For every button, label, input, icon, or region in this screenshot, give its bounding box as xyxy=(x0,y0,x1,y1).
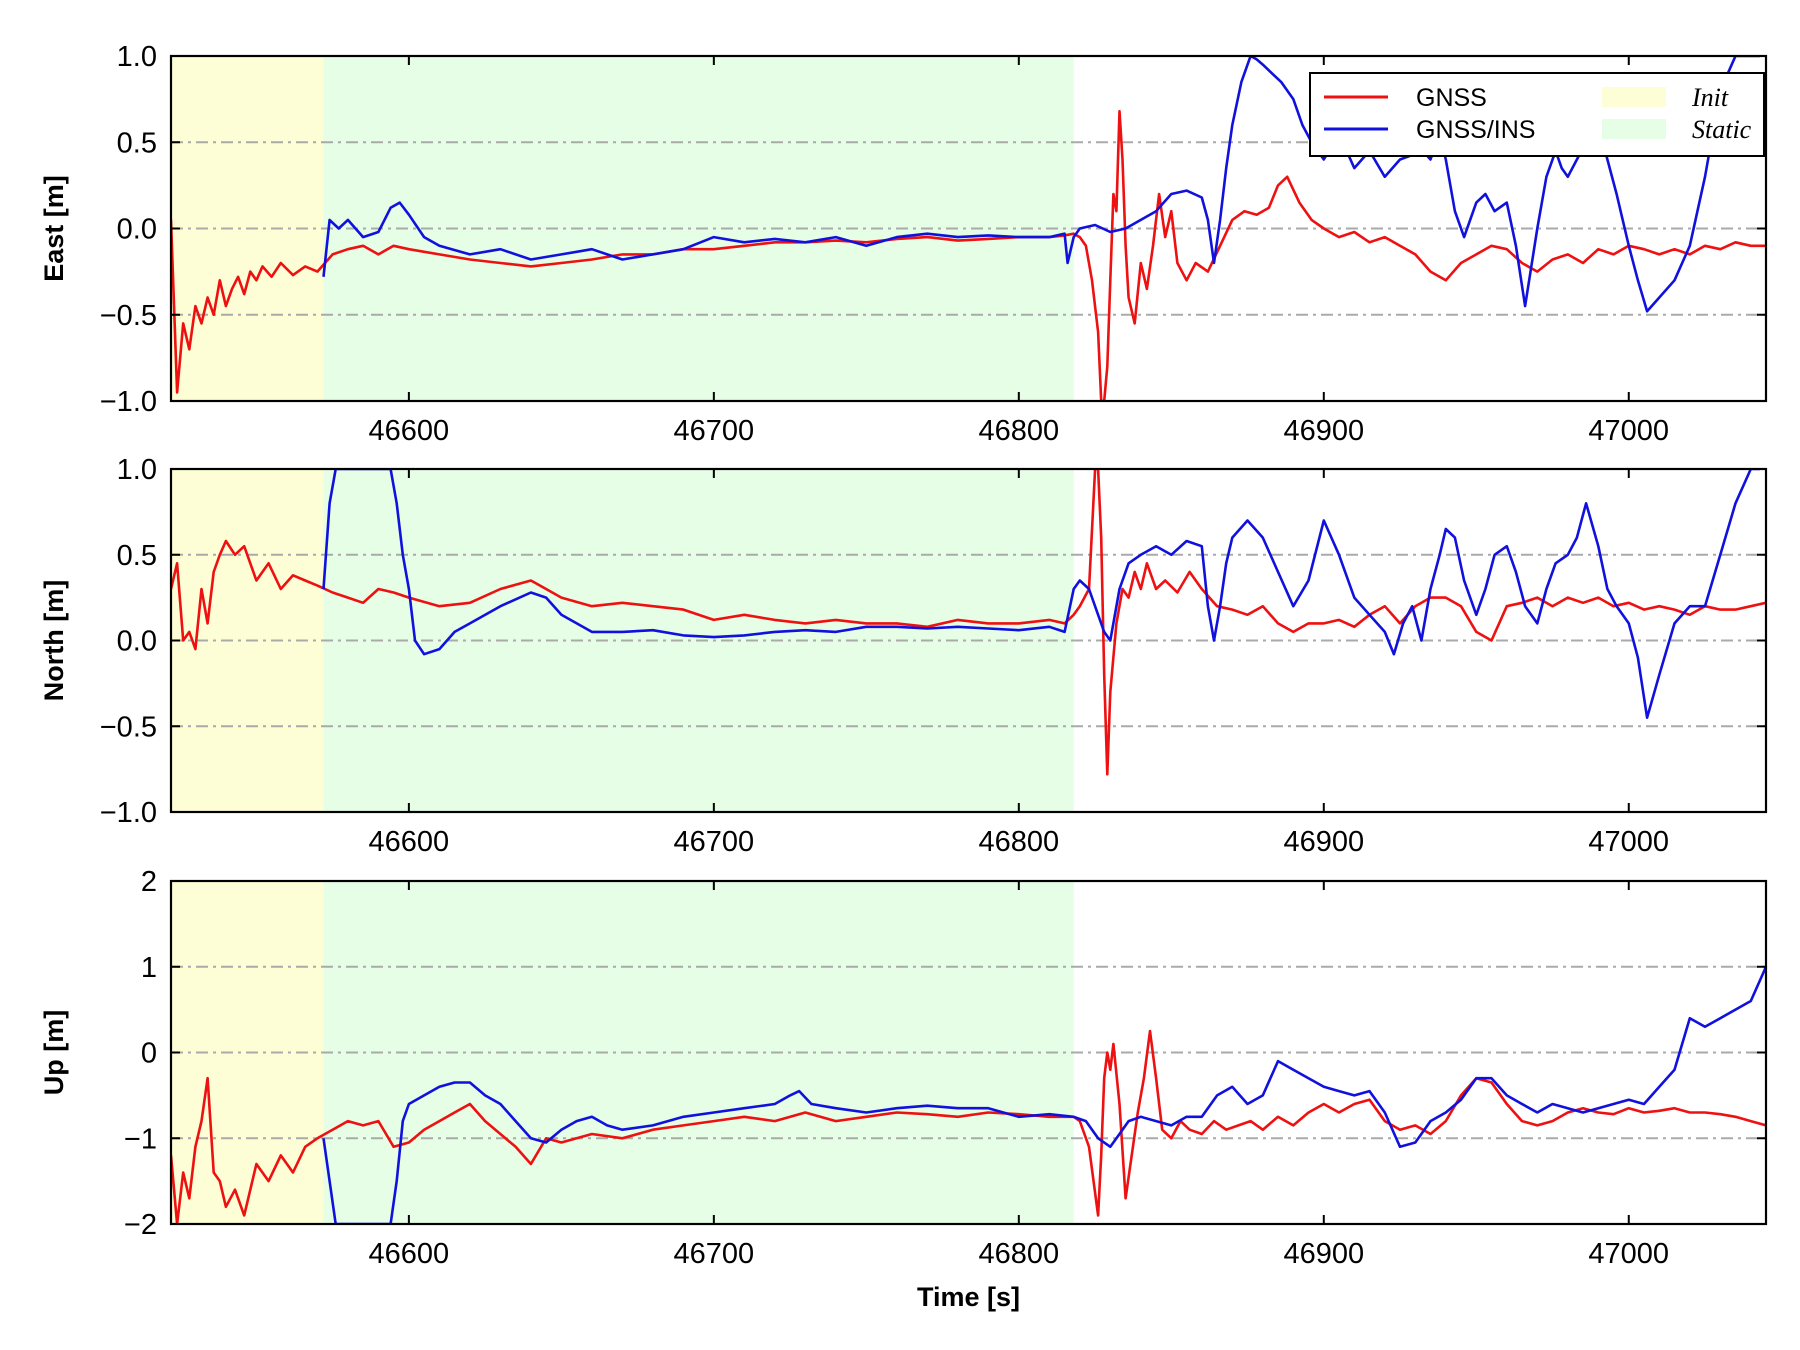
y-axis-title: Up [m] xyxy=(39,1010,69,1095)
x-tick-label: 47000 xyxy=(1588,826,1669,858)
legend-swatch-static xyxy=(1602,119,1666,139)
x-axis-title: Time [s] xyxy=(917,1282,1020,1312)
x-tick-label: 46900 xyxy=(1283,826,1364,858)
y-tick-label: 1 xyxy=(141,952,157,984)
x-tick-label: 46900 xyxy=(1283,1238,1364,1270)
y-tick-label: −2 xyxy=(124,1209,157,1241)
x-tick-label: 47000 xyxy=(1588,1238,1669,1270)
y-axis-title: North [m] xyxy=(39,580,69,701)
x-tick-label: 47000 xyxy=(1588,415,1669,447)
y-tick-label: −1.0 xyxy=(100,386,157,418)
legend-box xyxy=(1309,72,1765,157)
legend-label-gnss-ins: GNSS/INS xyxy=(1416,116,1535,144)
series-line-gnss xyxy=(171,1029,1766,1224)
y-tick-label: −1.0 xyxy=(100,797,157,829)
series-line-gnss-ins xyxy=(322,469,1760,719)
series-line-gnss-ins xyxy=(322,966,1766,1224)
x-tick-label: 46700 xyxy=(674,415,755,447)
x-tick-label: 46600 xyxy=(369,826,450,858)
legend-label-gnss: GNSS xyxy=(1416,84,1487,112)
series-line-gnss xyxy=(171,469,1766,776)
y-tick-label: −1 xyxy=(124,1123,157,1155)
y-tick-label: 0.0 xyxy=(117,626,157,658)
x-tick-label: 46800 xyxy=(978,1238,1059,1270)
legend-swatch-init xyxy=(1602,87,1666,107)
x-tick-label: 46600 xyxy=(369,1238,450,1270)
y-tick-label: −0.5 xyxy=(100,711,157,743)
y-tick-label: 0.5 xyxy=(117,127,157,159)
x-tick-label: 46700 xyxy=(674,1238,755,1270)
y-tick-label: −0.5 xyxy=(100,300,157,332)
legend-label-static: Static xyxy=(1692,115,1752,144)
panel-north: −1.0 −0.5 0.0 0.5 1.0 46600 46700 46800 46900 470… xyxy=(39,454,1768,858)
x-tick-label: 46700 xyxy=(674,826,755,858)
x-tick-label: 46800 xyxy=(978,826,1059,858)
series-line-gnss xyxy=(171,109,1766,401)
x-tick-label: 46600 xyxy=(369,415,450,447)
y-tick-label: 0.0 xyxy=(117,214,157,246)
y-axis-title: East [m] xyxy=(39,175,69,282)
y-tick-label: 1.0 xyxy=(117,454,157,486)
panel-east: −1.0 −0.5 0.0 0.5 1.0 46600 46700 46800 46900 470… xyxy=(39,41,1768,447)
y-tick-label: 0.5 xyxy=(117,540,157,572)
x-tick-label: 46900 xyxy=(1283,415,1364,447)
y-tick-label: 0 xyxy=(141,1038,157,1070)
legend-label-init: Init xyxy=(1691,83,1729,112)
y-tick-label: 1.0 xyxy=(117,41,157,73)
y-tick-label: 2 xyxy=(141,866,157,898)
legend: GNSS GNSS/INS Init Static xyxy=(1309,72,1765,157)
x-tick-label: 46800 xyxy=(978,415,1059,447)
panel-up: −2 −1 0 1 2 46600 46700 46800 46900 47000 Up [m] xyxy=(39,866,1768,1270)
